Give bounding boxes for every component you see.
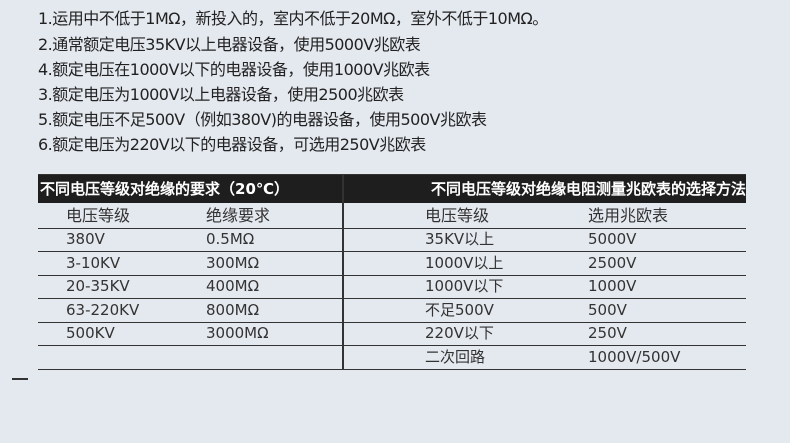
table-row: 380V 0.5MΩ (38, 228, 342, 252)
note-line: 6.额定电压为220V以下的电器设备，可选用250V兆欧表 (38, 135, 426, 154)
table-cell: 3000MΩ (206, 324, 269, 342)
table-row: 35KV以上 5000V (343, 228, 746, 252)
table-row: 1000V以下 1000V (343, 275, 746, 299)
table-cell: 500V (588, 300, 627, 319)
table-header-row: 电压等级 选用兆欧表 (343, 203, 746, 229)
table-cell: 0.5MΩ (206, 230, 255, 248)
table-header-row: 电压等级 绝缘要求 (38, 203, 342, 229)
table-row (38, 346, 342, 370)
table-cell: 2500V (588, 253, 637, 272)
column-header: 电压等级 (425, 206, 490, 225)
table-cell: 35KV以上 (425, 230, 495, 248)
table-row: 20-35KV 400MΩ (38, 275, 342, 299)
note-line: 5.额定电压不足500V（例如380V)的电器设备，使用500V兆欧表 (38, 110, 487, 129)
table-row: 220V以下 250V (343, 322, 746, 346)
table-row: 3-10KV 300MΩ (38, 252, 342, 276)
table-cell: 1000V (588, 277, 637, 295)
column-header: 电压等级 (66, 206, 131, 225)
table-cell: 500KV (66, 324, 115, 342)
note-line: 3.额定电压为1000V以上电器设备，使用2500兆欧表 (38, 85, 404, 104)
table-top-border (38, 174, 746, 176)
table-cell: 3-10KV (66, 253, 121, 272)
table-cell: 250V (588, 324, 627, 342)
table-cell: 5000V (588, 230, 637, 248)
table-cell: 400MΩ (206, 277, 260, 295)
table-row: 不足500V 500V (343, 299, 746, 323)
table-cell: 1000V/500V (588, 347, 681, 366)
table-cell: 二次回路 (425, 347, 486, 366)
table-row: 63-220KV 800MΩ (38, 299, 342, 323)
note-line: 1.运用中不低于1MΩ，新投入的，室内不低于20MΩ，室外不低于10MΩ。 (38, 9, 548, 28)
table-cell: 800MΩ (206, 300, 260, 319)
table-cell: 300MΩ (206, 253, 260, 272)
table-cell: 1000V以下 (425, 277, 504, 295)
table-row: 1000V以上 2500V (343, 252, 746, 276)
divider (12, 378, 28, 380)
column-header: 绝缘要求 (206, 206, 271, 225)
table-cell: 不足500V (425, 300, 494, 319)
table-divider (342, 175, 344, 370)
note-line: 2.通常额定电压35KV以上电器设备，使用5000V兆欧表 (38, 35, 421, 54)
table-title: 不同电压等级对绝缘电阻测量兆欧表的选择方法 (343, 175, 746, 203)
table-title: 不同电压等级对绝缘的要求（20℃） (38, 175, 344, 203)
table-cell: 20-35KV (66, 277, 130, 295)
table-cell: 63-220KV (66, 300, 140, 319)
table-row: 500KV 3000MΩ (38, 322, 342, 346)
table-cell: 1000V以上 (425, 253, 504, 272)
megohmmeter-selection-table: 不同电压等级对绝缘电阻测量兆欧表的选择方法 电压等级 选用兆欧表 35KV以上 500… (343, 175, 746, 370)
insulation-requirements-table: 不同电压等级对绝缘的要求（20℃） 电压等级 绝缘要求 380V 0.5MΩ 3-10K… (38, 175, 344, 370)
table-row: 二次回路 1000V/500V (343, 346, 746, 370)
table-cell: 380V (66, 230, 105, 248)
column-header: 选用兆欧表 (588, 206, 669, 225)
table-cell: 220V以下 (425, 324, 494, 342)
note-line: 4.额定电压在1000V以下的电器设备，使用1000V兆欧表 (38, 60, 430, 79)
